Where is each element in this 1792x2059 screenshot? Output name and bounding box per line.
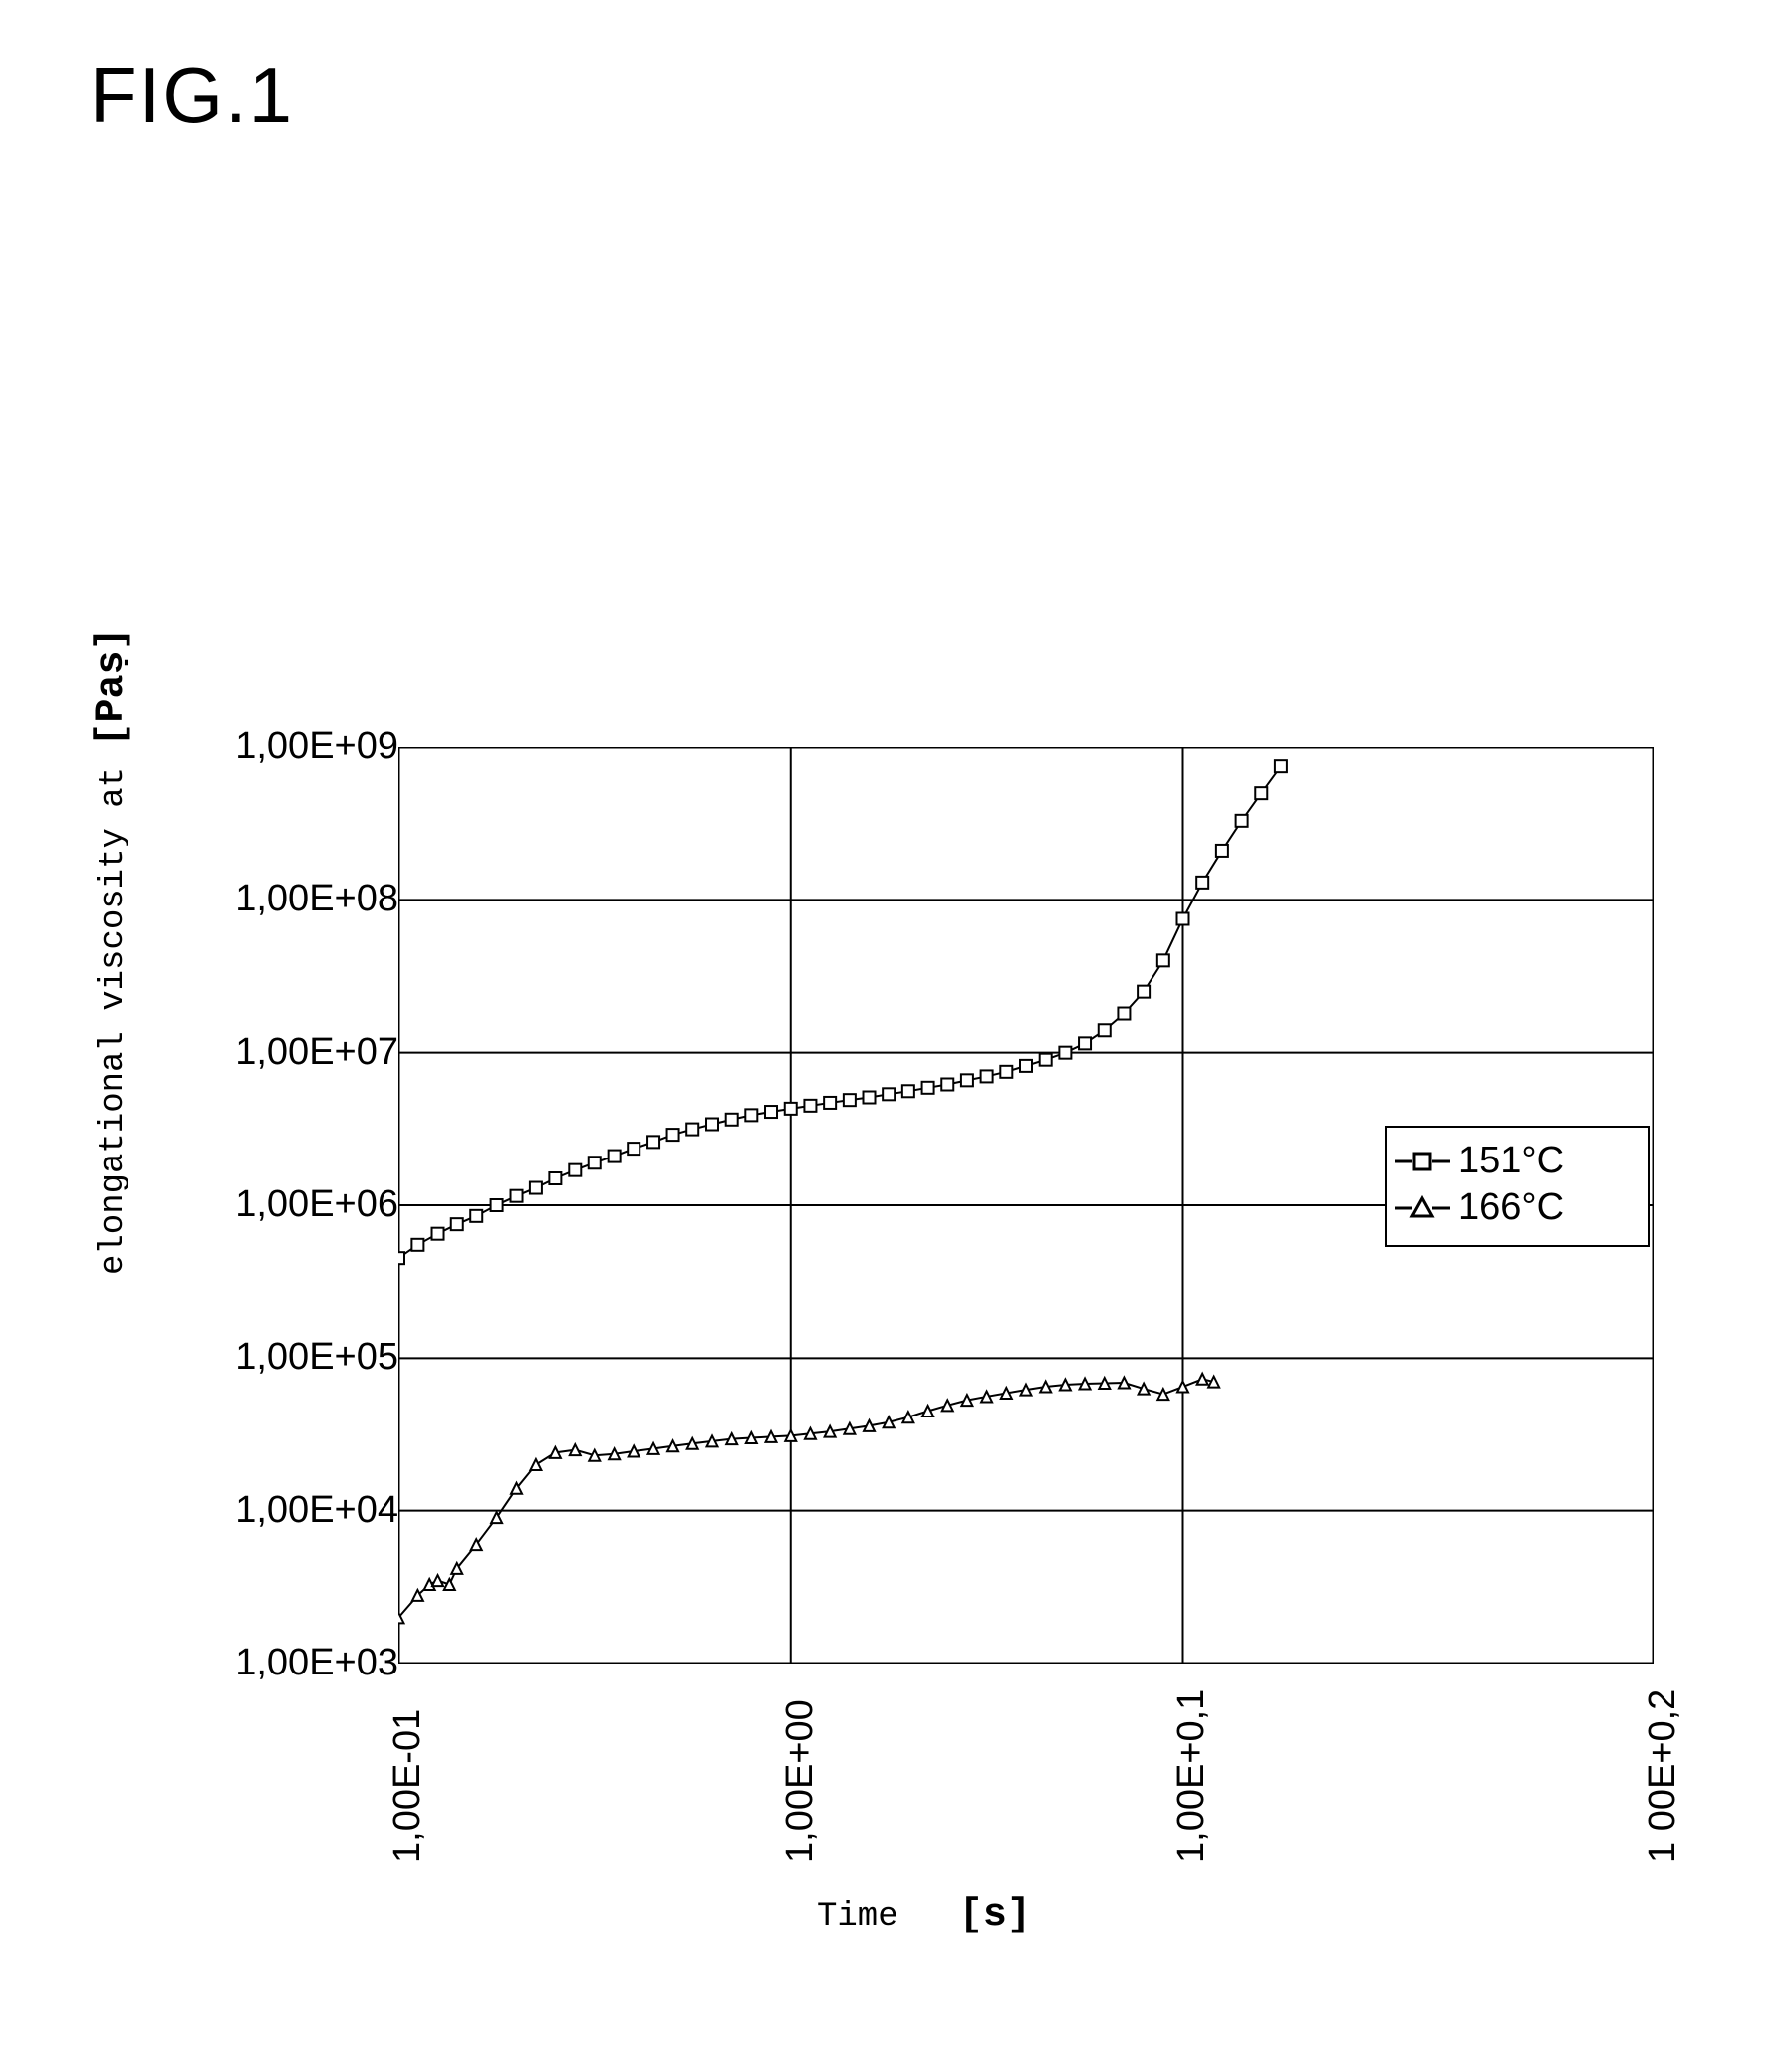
figure-title: FIG.1 [90, 50, 294, 140]
y-axis-label-text: elongational viscosity at [95, 767, 132, 1275]
y-tick-label: 1,00E+07 [235, 1031, 398, 1074]
y-tick-label: 1,00E+03 [235, 1642, 398, 1684]
triangle-open-icon [1393, 1194, 1452, 1222]
y-tick-label: 1,00E+09 [235, 725, 398, 768]
y-axis-label-unit: [Paṣ] [90, 627, 134, 746]
x-axis-label-unit: [s] [959, 1893, 1031, 1937]
x-tick-label: 1,00E-01 [386, 1709, 429, 1863]
chart: elongational viscosity at [Paṣ] Time [s]… [159, 747, 1673, 2002]
square-open-icon [1393, 1148, 1452, 1175]
legend-label: 151°C [1458, 1140, 1564, 1182]
legend-label: 166°C [1458, 1186, 1564, 1229]
x-axis-label-text: Time [817, 1898, 898, 1935]
y-tick-label: 1,00E+04 [235, 1489, 398, 1532]
y-tick-label: 1,00E+08 [235, 878, 398, 920]
legend-entry: 151°C [1393, 1140, 1642, 1182]
x-tick-label: 1,00E+0,1 [1170, 1689, 1213, 1863]
x-tick-label: 1 00E+0,2 [1642, 1689, 1684, 1863]
legend: 151°C 166°C [1385, 1126, 1650, 1247]
x-axis-label: Time [s] [817, 1893, 1031, 1937]
page: FIG.1 elongational viscosity at [Paṣ] Ti… [0, 0, 1792, 2059]
y-tick-label: 1,00E+06 [235, 1183, 398, 1226]
y-tick-label: 1,00E+05 [235, 1336, 398, 1379]
legend-entry: 166°C [1393, 1186, 1642, 1229]
x-tick-label: 1,00E+00 [779, 1699, 822, 1863]
y-axis-label: elongational viscosity at [Paṣ] [90, 627, 134, 1275]
